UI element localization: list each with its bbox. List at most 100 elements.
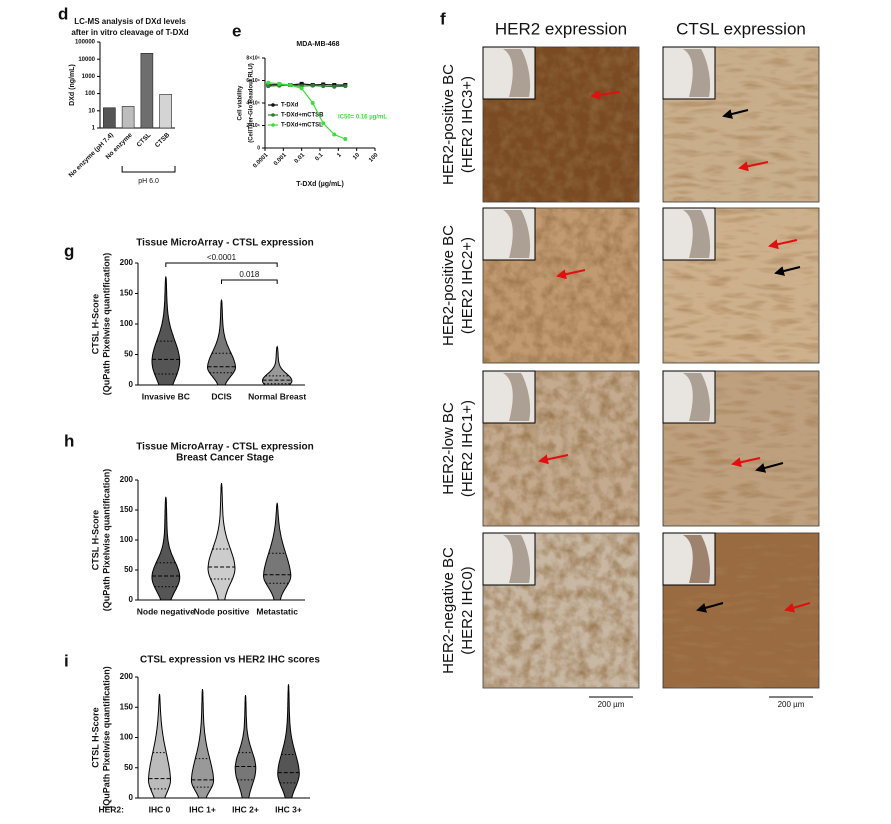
scale-bar-label: 200 µm [598, 700, 625, 709]
x-tick-label: Metastatic [256, 606, 298, 616]
y-tick-label: 6×10⁶ [246, 78, 260, 84]
violin [148, 693, 171, 799]
comparison-label: 0.018 [239, 270, 260, 279]
point [332, 132, 337, 137]
y-tick-label: 100000 [75, 40, 96, 46]
row-label: HER2-negative BC [440, 547, 457, 674]
inset-tissue [683, 373, 711, 421]
point [343, 84, 348, 89]
x-tick-label: DCIS [211, 391, 232, 401]
point [343, 137, 348, 141]
series-line [268, 82, 346, 140]
y-axis-label: CTSL H-Score [90, 510, 100, 570]
arrow [696, 602, 724, 613]
arrow [738, 161, 769, 172]
annotation: IC50= 0.16 µg/mL [338, 115, 387, 121]
chart-title: Tissue MicroArray - CTSL expression [136, 442, 313, 453]
violin [151, 496, 181, 601]
panel-label: g [64, 241, 74, 260]
inset-tissue [683, 210, 711, 258]
y-tick-label: 0 [129, 380, 134, 389]
chart-title: CTSL expression vs HER2 IHC scores [140, 655, 320, 666]
scale-bar-label: 200 µm [778, 700, 805, 709]
comparison-bracket [221, 279, 278, 284]
violin [262, 502, 292, 601]
arrow [784, 602, 811, 613]
bar [121, 106, 135, 129]
arrow [556, 269, 586, 280]
x-tick-label: 0.001 [273, 152, 288, 167]
legend-marker [271, 113, 275, 117]
x-tick-label: 1 [336, 152, 343, 159]
x-prefix: HER2: [98, 804, 124, 814]
x-tick-label: IHC 1+ [189, 804, 216, 814]
panel-label: d [58, 4, 68, 23]
chart-title: Breast Cancer Stage [176, 453, 274, 464]
x-tick-label: Node negative [137, 606, 195, 616]
panel-label: h [64, 431, 74, 450]
y-tick-label: 0 [129, 595, 134, 604]
inset-tissue [683, 49, 711, 97]
y-tick-label: 2×10⁶ [246, 123, 260, 129]
y-axis-label: DXd (ng/mL) [69, 64, 76, 106]
row-label: HER2-low BC [440, 402, 457, 495]
violin [206, 299, 237, 386]
inset-tissue [503, 535, 531, 583]
y-tick-label: 200 [120, 258, 134, 267]
y-tick-label: 150 [120, 505, 134, 514]
y-tick-label: 10000 [78, 57, 95, 63]
bar [140, 53, 154, 129]
bar [103, 107, 116, 129]
y-tick-label: 4×10⁶ [246, 100, 260, 106]
comparison-label: <0.0001 [207, 253, 237, 262]
panel-label: i [64, 651, 69, 670]
point [299, 81, 304, 86]
row-label: HER2-positive BC [440, 64, 457, 185]
chart-title: LC-MS analysis of DXd levels [74, 17, 186, 26]
point [310, 101, 315, 105]
y-tick-label: 1 [92, 126, 96, 132]
y-axis-label: (QuPath Pixelwise quantification) [101, 666, 111, 809]
y-tick-label: 0 [129, 793, 134, 802]
arrow [722, 109, 749, 119]
violin [207, 482, 236, 601]
inset-tissue [503, 373, 531, 421]
inset-tissue [503, 49, 531, 97]
row-label: (HER2 IHC2+) [459, 237, 476, 334]
point [277, 81, 282, 86]
legend-marker [271, 123, 275, 127]
y-axis-label: CTSL H-Score [90, 707, 100, 767]
comparison-bracket [165, 262, 278, 267]
row-label: (HER2 IHC0) [459, 566, 476, 654]
arrow [731, 457, 761, 468]
arrow [774, 266, 801, 276]
y-tick-label: 100 [85, 91, 96, 97]
y-tick-label: 50 [124, 350, 133, 359]
bracket-label: pH 6.0 [138, 178, 159, 185]
x-tick-label: CTSL [136, 132, 153, 149]
arrow [538, 454, 569, 465]
micrographs [482, 46, 820, 689]
row-label: (HER2 IHC3+) [459, 76, 476, 173]
y-tick-label: 150 [120, 289, 134, 298]
point [266, 80, 271, 85]
violin [262, 345, 293, 386]
arrow [768, 239, 798, 250]
x-axis-label: T-DXd (µg/mL) [296, 181, 344, 188]
x-tick-label: 0.0001 [252, 152, 270, 170]
point [310, 83, 315, 88]
violin [190, 689, 215, 799]
chart-title: Tissue MicroArray - CTSL expression [136, 238, 313, 249]
chart-title: MDA-MB-468 [296, 41, 339, 48]
inset-tissue [683, 535, 711, 583]
bar [159, 94, 172, 129]
y-tick-label: 200 [120, 672, 134, 681]
x-tick-label: 10 [352, 152, 361, 161]
y-tick-label: 1000 [82, 74, 96, 80]
arrow [590, 89, 621, 100]
violin [277, 684, 300, 799]
row-label: HER2-positive BC [440, 225, 457, 346]
x-tick-label: Normal Breast [248, 391, 306, 401]
row-label: (HER2 IHC1+) [459, 400, 476, 497]
y-tick-label: 100 [120, 535, 134, 544]
